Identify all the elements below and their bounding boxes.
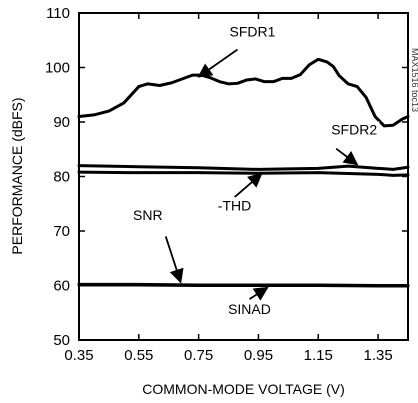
x-axis-ticks: 0.35 0.55 0.75 0.95 1.15 1.35 <box>64 13 393 364</box>
annotation-arrow-sinad <box>248 286 269 301</box>
annotation-label-snr: SNR <box>133 207 163 223</box>
x-tick-label: 0.95 <box>244 347 273 364</box>
annotation-label-background <box>215 197 254 214</box>
annotation-arrow-snr <box>164 236 184 284</box>
annotation-label-thd: -THD <box>218 197 251 213</box>
x-tick-label: 0.75 <box>184 347 213 364</box>
series-lines <box>77 57 410 288</box>
annotation-label-sfdr2: SFDR2 <box>331 122 377 138</box>
annotation-label-background <box>227 23 278 40</box>
series-line-thd <box>77 170 410 177</box>
y-axis-label: PERFORMANCE (dBFS) <box>9 97 25 254</box>
annotation-label-background <box>329 121 380 138</box>
y-tick-label: 110 <box>46 5 70 22</box>
y-tick-label: 100 <box>45 60 70 77</box>
annotation-arrow-sfdr1 <box>197 48 239 78</box>
series-line-sfdr1 <box>77 57 410 128</box>
series-line-sinad <box>77 283 410 288</box>
y-tick-label: 70 <box>53 223 70 240</box>
x-tick-label: 1.15 <box>304 347 333 364</box>
y-tick-label: 90 <box>53 114 70 131</box>
figure-code-watermark: MAX1516 toc13 <box>410 48 418 112</box>
y-tick-label: 60 <box>53 278 70 295</box>
y-axis-ticks: 50 60 70 80 90 100 110 <box>45 5 408 349</box>
x-tick-label: 1.35 <box>363 347 392 364</box>
x-tick-label: 0.35 <box>64 347 93 364</box>
y-tick-label: 80 <box>53 169 70 186</box>
x-tick-label: 0.55 <box>124 347 153 364</box>
annotation-label-background <box>226 300 273 317</box>
annotation-label-background <box>131 207 165 224</box>
series-annotations: SFDR1 SFDR2 -THD SNR SINAD <box>131 23 380 317</box>
y-tick-label: 50 <box>53 332 70 349</box>
annotation-label-sinad: SINAD <box>228 301 271 317</box>
plot-frame <box>78 12 409 341</box>
annotation-label-sfdr1: SFDR1 <box>230 23 276 39</box>
series-line-sfdr2 <box>77 164 410 171</box>
x-axis-label: COMMON-MODE VOLTAGE (V) <box>142 381 344 397</box>
annotation-arrow-sfdr2 <box>335 147 359 166</box>
annotation-arrow-thd <box>233 172 263 198</box>
